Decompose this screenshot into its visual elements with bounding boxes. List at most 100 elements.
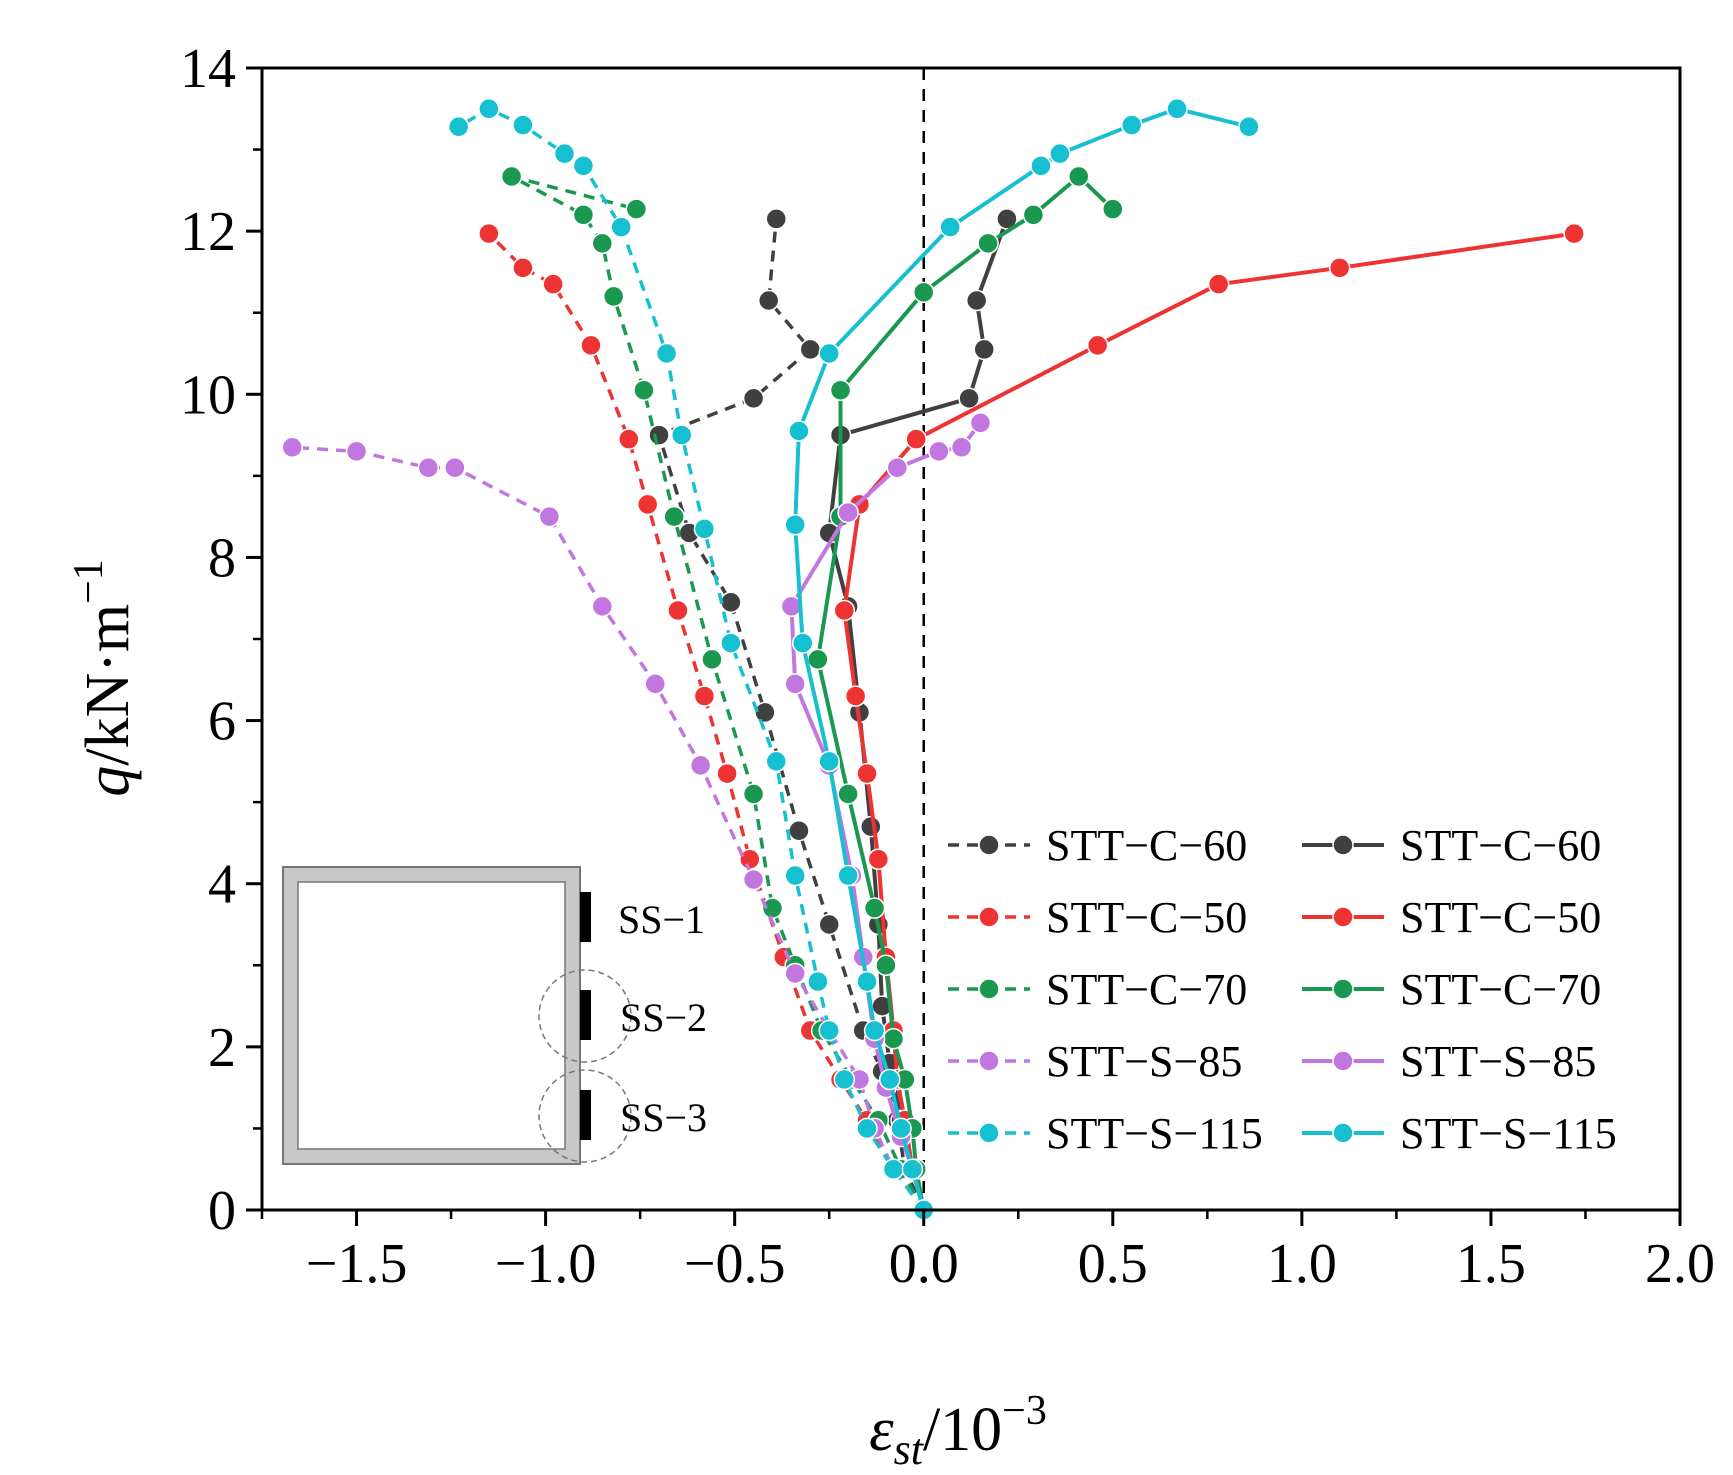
series-9-point-1 [901, 1158, 924, 1180]
series-4-line [509, 174, 926, 1211]
series-0-point-5 [818, 913, 840, 936]
series-5-point-15 [1102, 198, 1124, 220]
series-layer [281, 98, 1585, 1221]
series-2-point-10 [636, 493, 659, 516]
legend-entry-6-label: STT−S−85 [1046, 1037, 1242, 1086]
series-4-point-9 [663, 505, 685, 528]
series-1-point-6 [860, 815, 882, 838]
legend-entry-6-marker [978, 1050, 1000, 1072]
series-5-point-7 [837, 783, 859, 805]
x-tick-label-5: 1.0 [1267, 1233, 1337, 1295]
series-7-point-12 [928, 440, 950, 463]
legend-entry-6: STT−S−85 [948, 1037, 1242, 1086]
series-8-point-8 [720, 632, 742, 654]
legend-entry-9: STT−S−115 [1302, 1109, 1617, 1158]
series-4-point-10 [633, 379, 655, 401]
series-8-point-16 [478, 98, 500, 120]
series-6-point-5 [784, 962, 806, 985]
series-7 [780, 412, 992, 1221]
series-6 [281, 436, 935, 1221]
series-5-point-13 [1022, 204, 1045, 226]
series-3-point-9 [833, 599, 856, 622]
legend-entry-9-label: STT−S−115 [1400, 1109, 1617, 1158]
legend-entry-8-label: STT−S−115 [1046, 1109, 1263, 1158]
series-3-line [842, 231, 1575, 1211]
x-tick-label-3: 0.0 [889, 1233, 959, 1295]
series-8-point-9 [693, 518, 716, 540]
series-7-point-11 [886, 456, 909, 479]
series-7-point-10 [837, 501, 859, 524]
series-3-point-7 [856, 762, 878, 785]
series-9-point-15 [1120, 114, 1143, 136]
inset-cavity [297, 881, 566, 1150]
series-1-point-11 [958, 387, 980, 410]
y-axis-title-exponent: −1 [66, 559, 112, 604]
y-tick-label-4: 8 [208, 527, 236, 589]
series-5-point-11 [912, 281, 935, 304]
series-5-point-6 [863, 897, 886, 919]
series-5-point-4 [882, 1027, 905, 1050]
series-1-point-14 [996, 208, 1018, 230]
legend-entry-2-label: STT−C−50 [1046, 893, 1247, 942]
specimen-inset: SS−1 SS−2 SS−3 [282, 866, 707, 1165]
series-9-point-3 [878, 1068, 901, 1091]
series-3-point-14 [1328, 257, 1351, 279]
series-9-point-9 [784, 514, 806, 536]
series-9-point-16 [1166, 98, 1188, 120]
legend-entry-3: STT−C−50 [1302, 893, 1601, 942]
y-tick-label-7: 14 [180, 38, 236, 100]
series-3-point-8 [844, 685, 867, 707]
series-5-line [815, 174, 1115, 1211]
series-9-point-6 [837, 864, 859, 887]
y-tick-label-2: 4 [208, 854, 236, 916]
axes-layer: −1.5 −1.0 −0.5 0.0 0.5 1.0 1.5 2.0 0 2 4 6 8 10 12 14 [180, 38, 1715, 1295]
series-6-point-9 [591, 595, 614, 618]
series-3-point-15 [1563, 222, 1585, 245]
series-4-point-15 [625, 198, 648, 220]
series-8-point-10 [670, 424, 693, 446]
series-6-point-7 [689, 754, 712, 777]
legend-entry-8-marker [978, 1122, 1000, 1144]
legend-entry-5: STT−C−70 [1302, 965, 1601, 1014]
series-5-point-14 [1068, 165, 1090, 188]
series-2-point-13 [542, 273, 564, 295]
x-tick-label-7: 2.0 [1645, 1233, 1715, 1295]
series-0-point-12 [799, 338, 822, 361]
inset-label-ss2: SS−2 [620, 995, 707, 1040]
series-8-point-17 [447, 115, 470, 138]
gauge-ss3-detail-circle [538, 1069, 632, 1163]
series-2-point-8 [693, 685, 716, 707]
x-tick-label-4: 0.5 [1078, 1233, 1148, 1295]
series-0-point-8 [720, 591, 742, 614]
legend-entry-4: STT−C−70 [948, 965, 1247, 1014]
legend-entry-5-marker [1332, 978, 1354, 1000]
series-6-point-12 [417, 456, 440, 479]
x-tick-label-1: −1.0 [495, 1233, 597, 1295]
series-2-point-11 [618, 428, 640, 450]
series-2-point-9 [667, 599, 689, 622]
series-9-point-13 [1030, 155, 1052, 177]
series-8-point-7 [765, 750, 788, 773]
legend-entry-3-marker [1332, 906, 1354, 928]
legend-entry-1: STT−C−60 [1302, 821, 1601, 870]
series-8-point-6 [784, 864, 806, 887]
series-8-point-5 [807, 970, 829, 993]
series-4-point-11 [602, 285, 625, 308]
y-axis-title-unit: /kN·m [74, 604, 142, 766]
x-tick-label-6: 1.5 [1456, 1233, 1526, 1295]
series-4-point-8 [701, 648, 723, 671]
series-9-point-17 [1238, 115, 1260, 138]
x-axis-title-subscript: st [894, 1425, 925, 1474]
series-9-point-12 [939, 216, 961, 238]
series-3-point-12 [1086, 334, 1109, 357]
series-8-point-3 [833, 1068, 856, 1091]
series-2-point-15 [478, 222, 500, 245]
series-1-point-12 [973, 338, 995, 361]
legend-entry-2-marker [978, 906, 1000, 928]
series-8-point-4 [818, 1019, 840, 1042]
series-7-point-13 [950, 436, 973, 459]
gauge-ss1-marker [580, 892, 591, 942]
legend-entry-0-label: STT−C−60 [1046, 821, 1247, 870]
series-9-point-11 [818, 342, 840, 365]
series-5-point-10 [829, 379, 852, 401]
